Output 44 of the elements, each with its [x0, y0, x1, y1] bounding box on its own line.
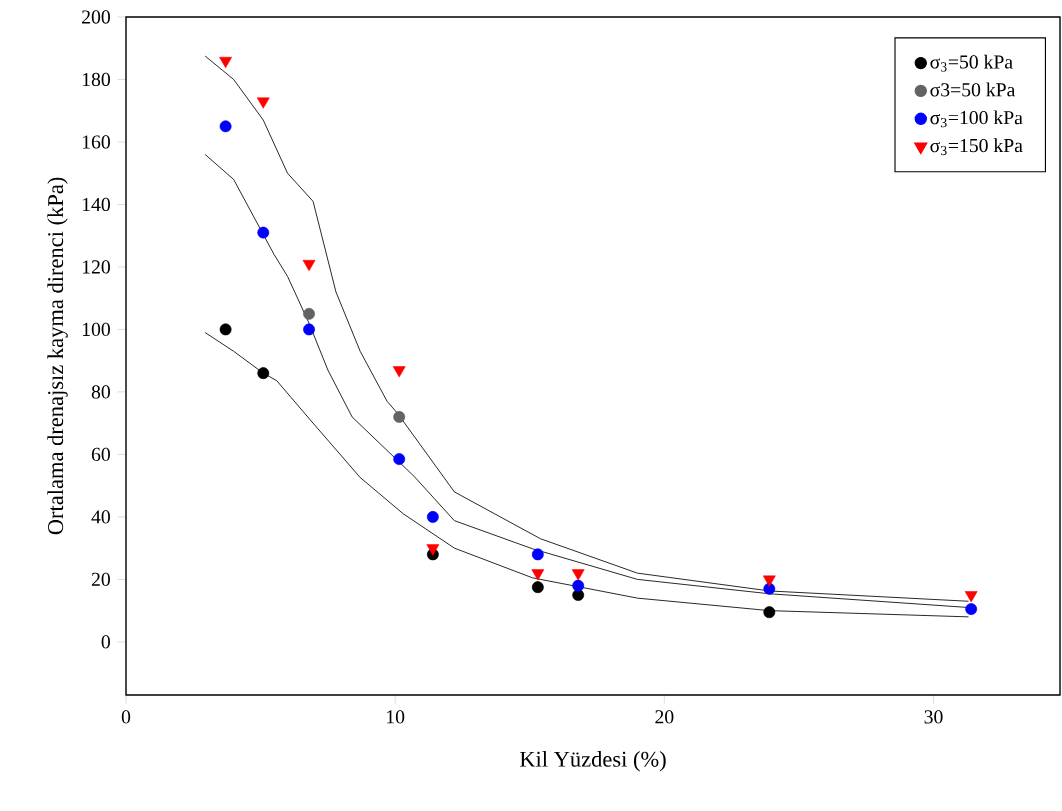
- point: [571, 569, 585, 581]
- point: [572, 579, 585, 592]
- y-tick-label: 0: [101, 635, 110, 649]
- y-tick-label: 160: [82, 135, 110, 149]
- point: [964, 591, 978, 603]
- point: [762, 575, 776, 587]
- y-tick-label: 80: [91, 385, 110, 399]
- legend-label: σ$_{3}$=50 kPa: [930, 54, 1013, 72]
- x-tick-label: 30: [924, 710, 943, 724]
- point: [426, 544, 440, 556]
- y-tick-label: 60: [91, 447, 110, 462]
- point: [531, 548, 544, 561]
- x-tick-label: 20: [655, 710, 674, 724]
- point: [257, 367, 270, 380]
- point: [426, 510, 439, 523]
- point: [531, 581, 544, 594]
- y-tick-label: 200: [82, 10, 110, 24]
- legend-label: σ$_{3}$=150 kPa: [930, 138, 1023, 156]
- point: [965, 603, 978, 615]
- y-tick-label: 180: [82, 72, 110, 87]
- point: [219, 56, 232, 69]
- y-tick-label: 140: [82, 197, 110, 212]
- point: [531, 569, 545, 581]
- point: [219, 323, 232, 336]
- point: [303, 323, 315, 336]
- point: [257, 226, 270, 239]
- point: [393, 453, 406, 465]
- y-tick-label: 40: [91, 510, 110, 524]
- point: [219, 120, 232, 133]
- y-tick-label: 120: [82, 260, 110, 274]
- point: [392, 366, 406, 378]
- point: [303, 307, 315, 320]
- y-tick-label: 20: [91, 572, 110, 587]
- legend-label: σ$_{3}$=100 kPa: [930, 110, 1023, 128]
- point: [302, 260, 316, 272]
- y-axis-title: Ortalama drenajsız kayma direnci (kPa): [47, 177, 68, 535]
- legend-label: σ3=50 kPa: [930, 82, 1016, 97]
- point: [763, 606, 776, 619]
- x-tick-label: 10: [387, 710, 405, 724]
- x-tick-label: 0: [121, 710, 131, 724]
- point: [393, 411, 406, 423]
- point: [256, 97, 270, 109]
- x-axis-title: Kil Yüzdesi (%): [519, 751, 666, 772]
- y-tick-label: 100: [82, 322, 110, 337]
